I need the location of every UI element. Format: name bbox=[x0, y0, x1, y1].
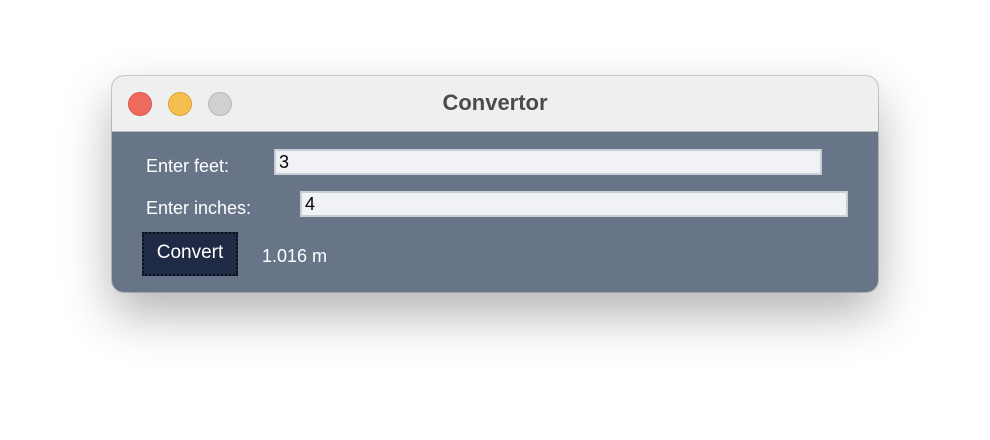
minimize-button[interactable] bbox=[168, 92, 192, 116]
convertor-window: Convertor Enter feet: Enter inches: Conv… bbox=[112, 76, 878, 292]
close-button[interactable] bbox=[128, 92, 152, 116]
feet-input[interactable] bbox=[274, 149, 822, 175]
result-text: 1.016 m bbox=[262, 246, 328, 266]
convert-button[interactable]: Convert bbox=[142, 232, 238, 276]
feet-label: Enter feet: bbox=[146, 156, 230, 176]
inches-input[interactable] bbox=[300, 191, 848, 217]
inches-label: Enter inches: bbox=[146, 198, 252, 218]
window-title: Convertor bbox=[442, 90, 548, 115]
zoom-button[interactable] bbox=[208, 92, 232, 116]
title-bar[interactable]: Convertor bbox=[112, 76, 878, 132]
